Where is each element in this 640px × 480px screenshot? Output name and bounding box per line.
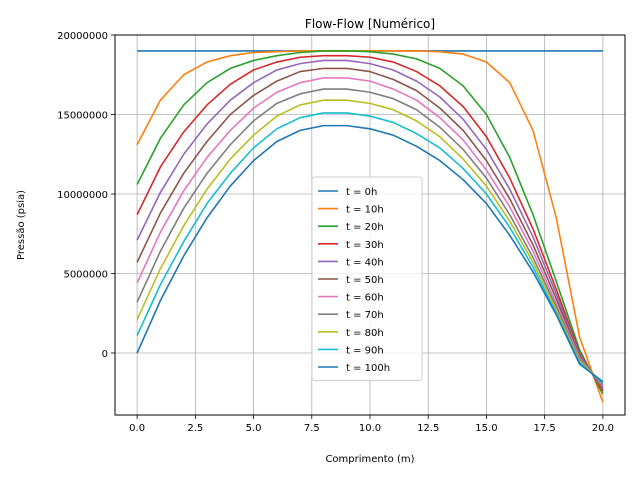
- x-tick-label: 10.0: [359, 423, 381, 434]
- series-line: [136, 77, 604, 387]
- legend-label: t = 90h: [346, 345, 384, 356]
- series-line: [136, 112, 604, 384]
- y-tick-label: 0: [102, 349, 108, 360]
- legend-label: t = 100h: [346, 363, 390, 374]
- x-tick-label: 17.5: [534, 423, 556, 434]
- legend-label: t = 70h: [346, 310, 384, 321]
- series-line: [136, 88, 604, 386]
- legend-label: t = 30h: [346, 240, 384, 251]
- series-line: [136, 124, 604, 383]
- legend-label: t = 40h: [346, 257, 384, 268]
- chart-title: Flow-Flow [Numérico]: [305, 17, 435, 31]
- y-axis-ticks: 0 5000000 10000000 15000000 20000000: [57, 31, 115, 360]
- legend-label: t = 60h: [346, 293, 384, 304]
- y-tick-label: 5000000: [63, 269, 108, 280]
- x-tick-label: 12.5: [417, 423, 439, 434]
- legend-label: t = 10h: [346, 205, 384, 216]
- series-line: [136, 99, 604, 384]
- series-line: [136, 67, 604, 389]
- x-tick-label: 20.0: [592, 423, 614, 434]
- y-tick-label: 20000000: [57, 31, 108, 42]
- x-axis-ticks: 0.0 2.5 5.0 7.5 10.0 12.5 15.0 17.5 20.0: [129, 415, 614, 434]
- legend: t = 0h t = 10h t = 20h t = 30h t = 40h t = 50…: [311, 176, 423, 382]
- series-line: [136, 50, 604, 395]
- series-line: [136, 59, 604, 391]
- x-tick-label: 7.5: [304, 423, 320, 434]
- legend-label: t = 0h: [346, 187, 377, 198]
- x-axis-label: Comprimento (m): [325, 454, 414, 465]
- legend-label: t = 20h: [346, 222, 384, 233]
- y-tick-label: 15000000: [57, 110, 108, 121]
- x-tick-label: 15.0: [475, 423, 497, 434]
- x-tick-label: 5.0: [246, 423, 262, 434]
- legend-box: [311, 176, 423, 382]
- y-axis-label: Pressão (psia): [16, 190, 27, 260]
- series-lines: [136, 50, 604, 403]
- legend-label: t = 80h: [346, 328, 384, 339]
- x-tick-label: 0.0: [129, 423, 145, 434]
- y-tick-label: 10000000: [57, 190, 108, 201]
- x-tick-label: 2.5: [187, 423, 203, 434]
- series-line: [136, 54, 604, 392]
- legend-label: t = 50h: [346, 275, 384, 286]
